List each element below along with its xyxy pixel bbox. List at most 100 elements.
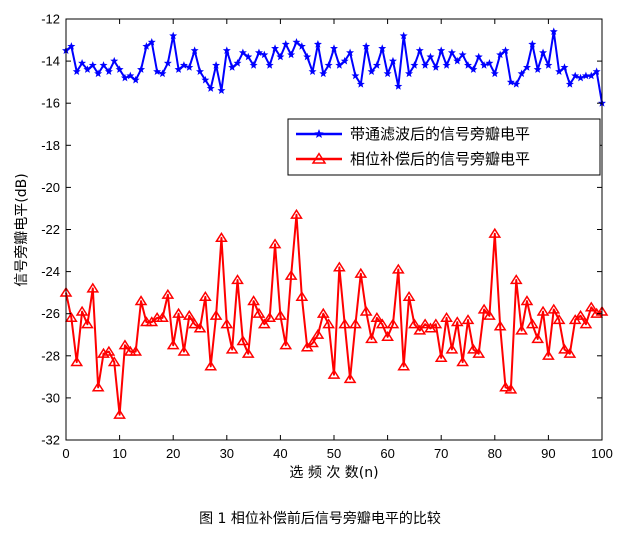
data-point-star xyxy=(163,59,172,67)
data-point-triangle xyxy=(327,368,341,379)
data-point-triangle xyxy=(172,307,185,318)
data-point-star xyxy=(94,69,103,78)
data-point-triangle xyxy=(338,318,352,329)
data-point-star xyxy=(490,69,499,78)
data-point-triangle xyxy=(590,307,604,318)
x-axis-label: 选 频 次 数(n) xyxy=(289,465,378,481)
data-point-triangle xyxy=(542,349,555,360)
legend-triangle-marker-icon xyxy=(311,152,327,164)
data-point-star xyxy=(319,69,328,78)
data-point-star xyxy=(153,67,162,76)
data-point-star xyxy=(549,27,558,36)
data-point-triangle xyxy=(166,339,180,350)
data-point-star xyxy=(228,63,237,71)
x-tick-label: 90 xyxy=(541,446,555,461)
data-point-triangle xyxy=(456,356,470,367)
data-point-triangle xyxy=(220,318,234,329)
data-point-triangle xyxy=(365,333,378,344)
data-point-triangle xyxy=(284,269,298,280)
data-point-star xyxy=(233,59,242,67)
y-tick-label: -32 xyxy=(41,433,60,448)
data-point-star xyxy=(99,61,108,69)
data-point-star xyxy=(260,50,269,59)
data-point-star xyxy=(442,61,451,69)
data-point-star xyxy=(474,52,483,61)
data-point-star xyxy=(512,80,521,88)
data-point-star xyxy=(265,61,274,69)
data-point-star xyxy=(506,77,515,86)
data-point-triangle xyxy=(440,312,453,323)
data-point-star xyxy=(222,46,231,54)
y-tick-label: -30 xyxy=(41,390,60,405)
data-point-star xyxy=(340,56,349,65)
data-point-triangle xyxy=(290,208,303,219)
data-point-star xyxy=(453,56,462,65)
data-point-triangle xyxy=(429,318,443,329)
data-point-star xyxy=(126,71,135,80)
data-point-star xyxy=(533,65,542,73)
data-point-star xyxy=(147,37,156,46)
data-point-triangle xyxy=(520,295,534,306)
data-point-triangle xyxy=(295,290,309,301)
data-point-star xyxy=(539,48,548,57)
data-point-star xyxy=(480,61,489,69)
data-point-star xyxy=(356,80,365,88)
data-point-triangle xyxy=(563,347,577,358)
data-point-star xyxy=(249,61,258,69)
data-point-star xyxy=(137,65,146,73)
data-point-star xyxy=(67,42,76,50)
data-point-triangle xyxy=(558,343,571,354)
data-point-star xyxy=(437,46,446,54)
data-point-triangle xyxy=(107,356,121,367)
data-point-triangle xyxy=(584,301,598,312)
data-point-star xyxy=(330,44,338,52)
legend: 带通滤波后的信号旁瓣电平 相位补偿后的信号旁瓣电平 xyxy=(287,118,601,176)
data-point-star xyxy=(217,86,226,94)
y-tick-label: -12 xyxy=(41,12,60,27)
data-point-triangle xyxy=(129,345,143,356)
data-point-star xyxy=(313,40,322,48)
data-point-triangle xyxy=(236,335,250,346)
data-point-star xyxy=(297,42,306,50)
data-point-triangle xyxy=(70,356,84,367)
x-tick-label: 10 xyxy=(112,446,126,461)
data-point-triangle xyxy=(263,312,277,323)
plot-background xyxy=(66,19,602,440)
data-point-triangle xyxy=(515,324,528,335)
data-point-star xyxy=(522,63,531,71)
y-tick-label: -20 xyxy=(41,180,60,195)
data-point-star xyxy=(565,80,574,88)
data-point-triangle xyxy=(493,320,507,331)
data-point-triangle xyxy=(354,267,368,278)
data-point-star xyxy=(528,40,537,48)
data-point-star xyxy=(372,61,381,69)
data-point-triangle xyxy=(349,318,362,329)
data-point-triangle xyxy=(161,288,175,299)
data-point-triangle xyxy=(102,345,116,356)
data-point-triangle xyxy=(64,312,78,323)
data-point-star xyxy=(421,61,430,69)
y-axis-label: 信号旁瓣电平(dB) xyxy=(13,173,30,286)
data-point-star xyxy=(592,67,601,76)
data-point-triangle xyxy=(252,307,266,318)
data-point-star xyxy=(179,61,188,69)
legend-box xyxy=(287,118,601,176)
data-point-star xyxy=(571,71,580,80)
data-point-star xyxy=(78,59,87,67)
data-point-triangle xyxy=(247,295,260,306)
legend-label-phase-compensated: 相位补偿后的信号旁瓣电平 xyxy=(350,150,530,168)
data-point-triangle xyxy=(156,312,169,323)
x-tick-label: 20 xyxy=(166,446,180,461)
x-tick-label: 100 xyxy=(591,446,613,461)
data-point-star xyxy=(469,65,478,73)
data-point-triangle xyxy=(536,305,550,316)
y-tick-label: -14 xyxy=(41,54,60,69)
x-tick-label: 50 xyxy=(327,446,341,461)
data-point-star xyxy=(120,73,129,82)
data-point-star xyxy=(426,52,435,61)
data-point-triangle xyxy=(188,318,202,329)
series-2 xyxy=(59,208,609,419)
data-point-star xyxy=(169,31,178,40)
y-tick-label: -16 xyxy=(41,96,60,111)
data-point-triangle xyxy=(434,352,448,363)
